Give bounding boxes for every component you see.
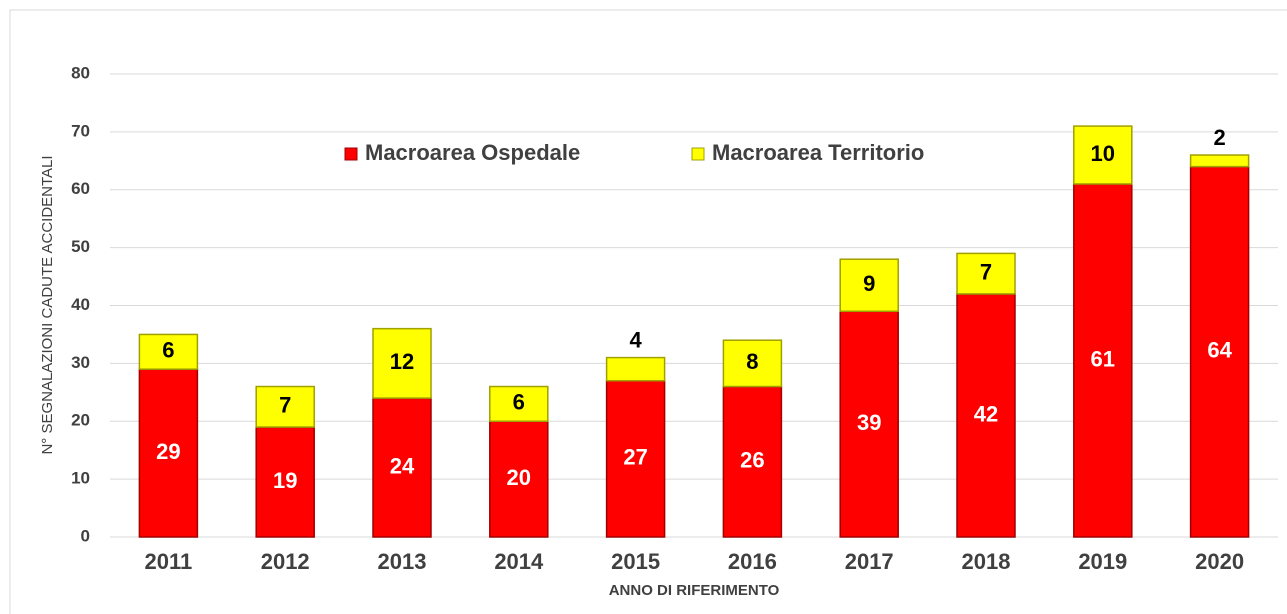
bar-segment xyxy=(722,385,783,538)
x-tick-label: 2016 xyxy=(728,549,777,574)
data-label: 8 xyxy=(746,349,758,374)
bar-segment xyxy=(839,258,899,313)
bar-segment xyxy=(956,293,1016,538)
x-tick-label: 2018 xyxy=(962,549,1011,574)
data-label: 6 xyxy=(162,338,174,363)
bar-segment xyxy=(1073,125,1133,185)
y-axis-label: N° SEGNALAZIONI CADUTE ACCIDENTALI xyxy=(39,155,56,454)
data-label: 27 xyxy=(623,445,647,470)
bar-segment xyxy=(255,426,315,538)
data-label: 7 xyxy=(980,259,992,284)
bar-segment xyxy=(839,310,899,538)
data-label: 19 xyxy=(273,468,297,493)
y-tick-label: 20 xyxy=(71,411,90,430)
legend-swatch xyxy=(344,147,358,161)
bar-segment xyxy=(489,420,549,538)
bar-segment xyxy=(1073,183,1133,538)
y-tick-label: 70 xyxy=(71,121,90,140)
data-label: 42 xyxy=(974,401,998,426)
bar-segment xyxy=(255,385,315,428)
bar-segment xyxy=(372,397,432,538)
data-label: 6 xyxy=(513,390,525,415)
x-tick-label: 2011 xyxy=(145,549,193,574)
data-label: 9 xyxy=(863,271,875,296)
x-tick-label: 2012 xyxy=(261,549,310,574)
data-label: 26 xyxy=(740,448,764,473)
bar-segment xyxy=(605,356,666,382)
data-label: 24 xyxy=(390,453,415,478)
data-label: 29 xyxy=(156,439,180,464)
x-tick-label: 2015 xyxy=(611,549,660,574)
bar-segment xyxy=(722,339,783,388)
data-label: 10 xyxy=(1091,141,1115,166)
y-tick-label: 10 xyxy=(71,469,90,488)
legend-label: Macroarea Ospedale xyxy=(365,140,580,165)
data-label: 64 xyxy=(1207,338,1232,363)
legend-label: Macroarea Territorio xyxy=(712,140,924,165)
bar-segment xyxy=(489,385,549,422)
y-tick-label: 0 xyxy=(81,526,90,545)
bar-segment xyxy=(1189,165,1250,538)
data-label: 4 xyxy=(629,327,642,352)
x-tick-label: 2020 xyxy=(1195,549,1244,574)
x-axis-label: ANNO DI RIFERIMENTO xyxy=(609,582,780,599)
bar-segment xyxy=(138,333,199,370)
x-tick-label: 2013 xyxy=(378,549,427,574)
y-tick-label: 60 xyxy=(71,179,90,198)
data-label: 12 xyxy=(390,349,414,374)
x-tick-label: 2017 xyxy=(845,549,894,574)
bar-segment xyxy=(605,379,666,538)
y-tick-label: 30 xyxy=(71,353,90,372)
y-tick-label: 50 xyxy=(71,237,90,256)
data-label: 20 xyxy=(507,465,531,490)
y-tick-label: 40 xyxy=(71,295,90,314)
bar-segment xyxy=(956,252,1016,295)
data-label: 61 xyxy=(1091,346,1115,371)
x-tick-label: 2019 xyxy=(1078,549,1127,574)
bar-segment xyxy=(1189,154,1250,168)
data-label: 39 xyxy=(857,410,881,435)
chart-frame xyxy=(9,9,1287,614)
data-label: 2 xyxy=(1213,125,1225,150)
y-tick-label: 80 xyxy=(71,63,90,82)
bar-segment xyxy=(372,327,432,399)
data-label: 7 xyxy=(279,393,291,418)
legend-swatch xyxy=(691,147,705,161)
x-tick-label: 2014 xyxy=(494,549,544,574)
